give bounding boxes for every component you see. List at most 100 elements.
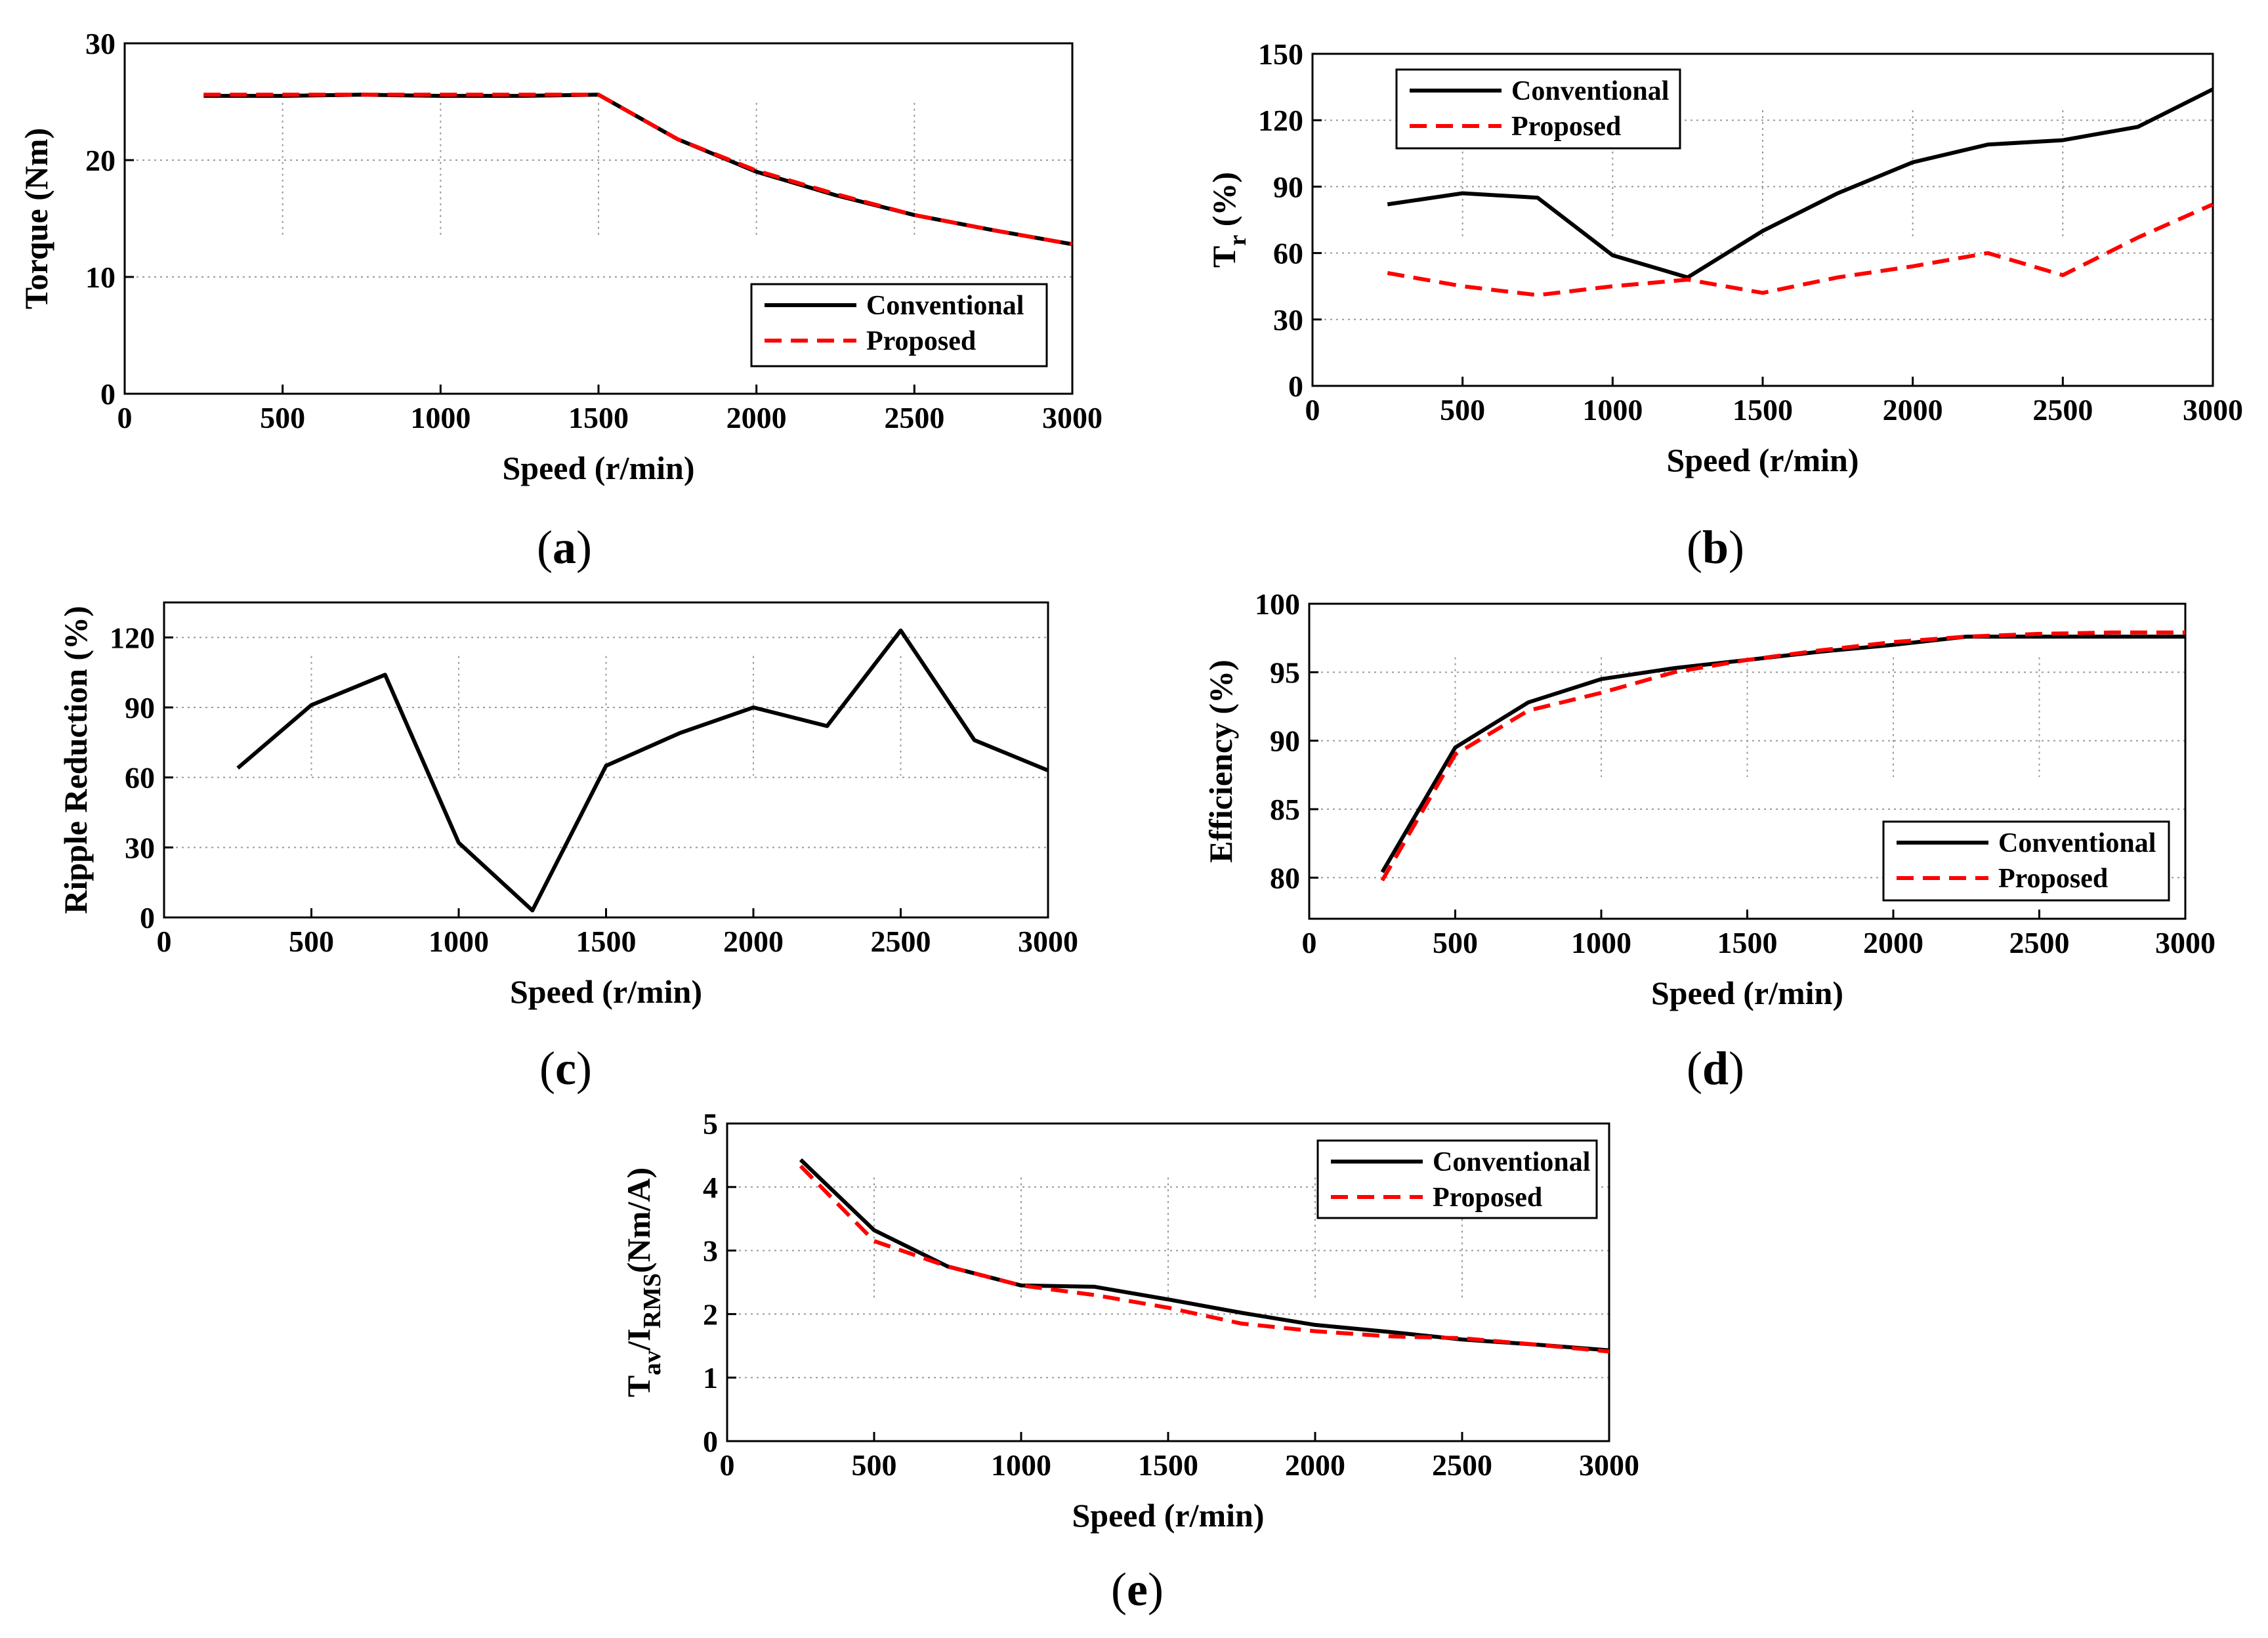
y-tick-label: 4 <box>703 1171 718 1204</box>
legend-label: Proposed <box>1433 1183 1542 1213</box>
x-tick-label: 3000 <box>1579 1448 1639 1482</box>
x-tick-label: 2000 <box>1883 393 1943 427</box>
grid <box>125 102 1072 278</box>
y-axis-label: Efficiency (%) <box>1202 660 1239 863</box>
y-tick-label: 120 <box>1258 104 1303 137</box>
x-tick-label: 1000 <box>410 401 471 434</box>
chart-c: 0 500 1000 1500 2000 2500 3000 0 30 60 90 120 Speed … <box>57 601 1078 1095</box>
y-tick-label: 30 <box>1273 303 1303 337</box>
x-tick-label: 3000 <box>2183 393 2243 427</box>
legend-box <box>1395 68 1681 150</box>
y-tick-label: 1 <box>703 1361 718 1395</box>
x-tick-label: 2000 <box>1863 926 1923 959</box>
series-line-ripple-reduction <box>236 628 1049 913</box>
y-tick-label: 30 <box>125 831 155 864</box>
x-tick-label: 1000 <box>991 1448 1051 1482</box>
legend-label: Proposed <box>866 326 976 356</box>
legend: Conventional Proposed <box>1395 68 1681 150</box>
y-label-part: /I <box>620 1328 657 1351</box>
x-tick-label: 500 <box>289 925 334 958</box>
subfigure-caption: (e) <box>1111 1563 1164 1616</box>
legend-label: Conventional <box>1511 76 1669 106</box>
series-line-proposed <box>1380 630 2185 882</box>
caption-letter: d <box>1702 1042 1729 1095</box>
y-tick-label: 90 <box>1270 724 1300 758</box>
series-line-proposed <box>799 1164 1610 1354</box>
y-axis-label: Tav/IRMS(Nm/A) <box>620 1167 666 1397</box>
series-line-conventional <box>1387 87 2214 280</box>
y-tick-label: 90 <box>1273 170 1303 203</box>
subfigure-caption: (b) <box>1687 521 1744 574</box>
x-axis-label: Speed (r/min) <box>502 450 694 486</box>
y-tick-label: 0 <box>140 901 155 934</box>
y-tick-label: 10 <box>85 261 116 294</box>
grid <box>1312 110 2213 320</box>
y-tick-label: 20 <box>85 144 116 177</box>
x-tick-label: 2500 <box>884 401 944 434</box>
y-tick-label: 100 <box>1255 587 1300 621</box>
legend-label: Proposed <box>1998 864 2108 894</box>
caption-letter: c <box>555 1042 576 1095</box>
y-axis-label: Torque (Nm) <box>18 128 54 309</box>
y-tick-label: 2 <box>703 1297 718 1331</box>
x-tick-label: 0 <box>1302 926 1317 959</box>
chart-d: 0 500 1000 1500 2000 2500 3000 80 85 90 95 100 Speed… <box>1202 587 2216 1095</box>
y-label-part: T <box>620 1376 657 1397</box>
chart-e: 0 500 1000 1500 2000 2500 3000 0 1 2 3 4 5 Speed (r/m… <box>620 1107 1639 1616</box>
x-axis-label: Speed (r/min) <box>1666 442 1858 478</box>
y-tick-label: 3 <box>703 1234 718 1268</box>
x-axis-label: Speed (r/min) <box>510 973 702 1010</box>
x-tick-label: 0 <box>157 925 172 958</box>
x-tick-label: 2500 <box>1432 1448 1492 1482</box>
legend-box <box>750 283 1048 368</box>
x-tick-label: 2000 <box>1285 1448 1345 1482</box>
grid <box>164 637 1048 849</box>
x-tick-label: 500 <box>260 401 305 434</box>
caption-letter: b <box>1702 521 1729 574</box>
x-tick-label: 1500 <box>576 925 637 958</box>
x-tick-label: 1000 <box>1582 393 1643 427</box>
subfigure-caption: (a) <box>537 521 592 574</box>
y-tick-label: 85 <box>1270 793 1300 826</box>
x-tick-label: 500 <box>1433 926 1478 959</box>
x-tick-label: 1500 <box>568 401 629 434</box>
legend-label: Conventional <box>866 291 1024 321</box>
series-line-proposed <box>1387 202 2214 297</box>
x-tick-label: 3000 <box>1018 925 1078 958</box>
x-tick-label: 0 <box>117 401 133 434</box>
subfigure-caption: (d) <box>1687 1042 1744 1095</box>
y-tick-label: 0 <box>100 377 116 411</box>
y-tick-label: 60 <box>125 761 155 795</box>
y-axis-label: Tr (%) <box>1206 172 1251 268</box>
y-label-sub: RMS <box>639 1273 666 1328</box>
y-label-sub: av <box>639 1351 666 1376</box>
y-tick-label: 5 <box>703 1107 718 1141</box>
grid <box>727 1177 1609 1379</box>
y-label-part: T <box>1206 246 1242 268</box>
x-tick-label: 1000 <box>429 925 489 958</box>
x-axis-label: Speed (r/min) <box>1651 975 1843 1011</box>
x-axis-label: Speed (r/min) <box>1072 1497 1264 1534</box>
x-tick-label: 3000 <box>2155 926 2216 959</box>
caption-letter: a <box>553 521 576 574</box>
x-tick-label: 0 <box>1305 393 1320 427</box>
y-label-part: (Nm/A) <box>620 1167 657 1273</box>
y-tick-label: 80 <box>1270 861 1300 894</box>
series-line-proposed <box>203 93 1073 247</box>
legend: Conventional Proposed <box>1316 1139 1598 1219</box>
x-tick-label: 1500 <box>1138 1448 1198 1482</box>
legend: Conventional Proposed <box>1882 820 2170 902</box>
y-tick-label: 150 <box>1258 37 1303 71</box>
chart-a: 0 500 1000 1500 2000 2500 3000 0 10 20 30 Speed (r/… <box>18 27 1102 574</box>
legend: Conventional Proposed <box>750 283 1048 368</box>
x-tick-label: 2000 <box>723 925 784 958</box>
y-label-sub: r <box>1224 235 1251 246</box>
y-tick-label: 90 <box>125 691 155 724</box>
caption-letter: e <box>1127 1563 1148 1616</box>
legend-box <box>1882 820 2170 902</box>
x-tick-label: 2500 <box>2032 393 2093 427</box>
x-tick-label: 500 <box>852 1448 897 1482</box>
x-tick-label: 2500 <box>2009 926 2070 959</box>
x-tick-label: 2000 <box>726 401 787 434</box>
